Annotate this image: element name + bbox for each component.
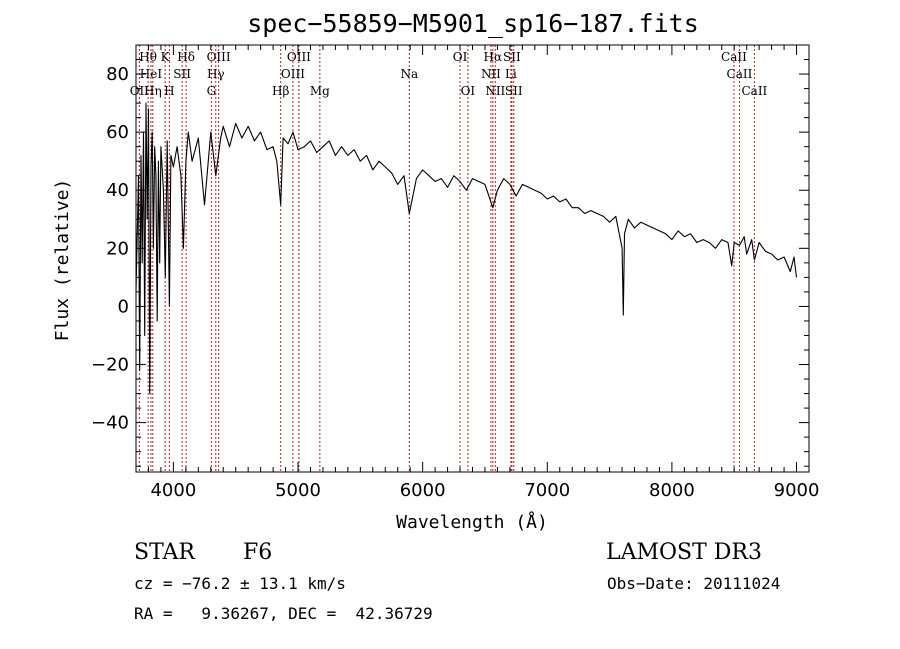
y-axis: −40 −20 0 20 40 60 80 <box>91 44 809 467</box>
y-tick-label: 80 <box>106 64 129 85</box>
spectral-line-label: HeI <box>140 67 163 81</box>
spectral-line-label: CaII <box>721 50 747 64</box>
y-tick-label: 40 <box>106 180 129 201</box>
spectral-line-label: CaII <box>741 84 767 98</box>
spectral-line-label: Hγ <box>207 67 225 81</box>
x-tick-label: 5000 <box>275 480 321 501</box>
spectral-line-label: OIII <box>281 67 305 81</box>
spectral-line-label: Na <box>400 67 418 81</box>
spectral-line-label: OI <box>453 50 468 64</box>
spectral-line-label: OII <box>130 84 150 98</box>
plot-frame <box>135 44 810 473</box>
x-tick-label: 4000 <box>150 480 196 501</box>
spectral-line-label: SII <box>503 50 521 64</box>
spectral-line-label: OIII <box>287 50 311 64</box>
y-tick-label: −40 <box>91 413 129 434</box>
spectral-line-label: Hη <box>144 84 162 98</box>
spectral-line-label: K <box>161 50 171 64</box>
x-axis-label: Wavelength (Å) <box>396 511 548 533</box>
object-class: STAR <box>134 540 196 565</box>
x-tick-label: 9000 <box>774 480 820 501</box>
series-layer <box>135 102 798 395</box>
spectral-line-label: Li <box>505 67 517 81</box>
y-tick-label: 60 <box>106 122 129 143</box>
spectral-line-label: Hθ <box>139 50 157 64</box>
x-tick-label: 7000 <box>524 480 570 501</box>
spectral-line-label: CaII <box>727 67 753 81</box>
spectral-line-label: Mg <box>310 84 330 98</box>
spectral-line-markers <box>138 45 755 472</box>
y-axis-label: Flux (relative) <box>52 179 73 342</box>
spectral-line-label: SII <box>505 84 523 98</box>
y-tick-label: 0 <box>118 296 129 317</box>
spectral-line-label: NII <box>485 84 505 98</box>
x-tick-label: 8000 <box>649 480 695 501</box>
y-tick-label: 20 <box>106 238 129 259</box>
spectral-line-label: Hδ <box>177 50 195 64</box>
x-tick-label: 6000 <box>400 480 446 501</box>
observation-date: Obs−Date: 20111024 <box>607 574 780 593</box>
survey-name: LAMOST DR3 <box>606 540 762 565</box>
redshift-value: cz = −76.2 ± 13.1 km/s <box>134 574 346 593</box>
flux-series-line <box>135 102 798 395</box>
spectral-line-label: OIII <box>207 50 231 64</box>
spectral-line-label: SII <box>173 67 191 81</box>
x-axis: 4000 5000 6000 7000 8000 9000 <box>135 45 820 501</box>
spectral-line-label: OI <box>461 84 476 98</box>
chart-title: spec−55859−M5901_sp16−187.fits <box>247 9 699 38</box>
sky-coordinates: RA = 9.36267, DEC = 42.36729 <box>134 604 433 623</box>
spectral-line-label: G <box>207 84 217 98</box>
spectral-line-label: NII <box>481 67 501 81</box>
spectral-line-label: Hα <box>484 50 503 64</box>
spectral-line-label: H <box>164 84 174 98</box>
object-subclass: F6 <box>243 540 272 565</box>
spectral-line-labels: OII Hθ HeI Hη K H SII Hδ OIII Hγ G Hβ OIII OIII Mg Na OI… <box>130 50 768 98</box>
y-tick-label: −20 <box>91 355 129 376</box>
spectral-line-label: Hβ <box>272 84 289 98</box>
